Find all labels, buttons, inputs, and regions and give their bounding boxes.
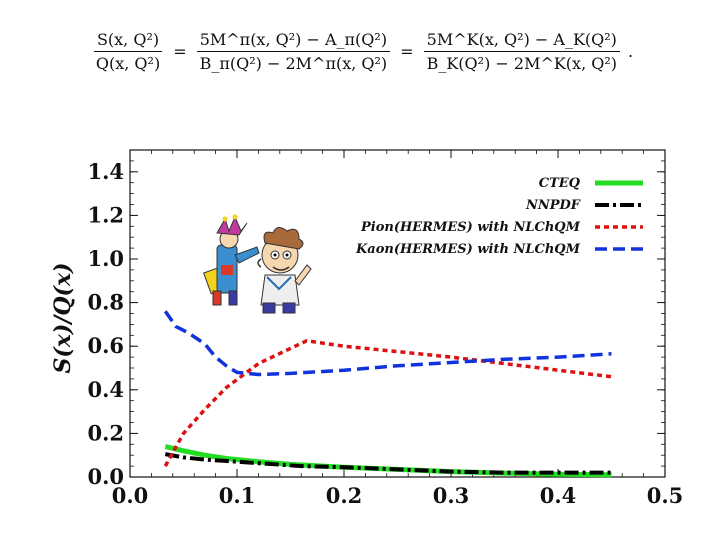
- series-layer: [163, 310, 612, 478]
- axis-ticks: 0.0 0.1 0.2 0.3 0.4 0.5 0.0 0.2 0.4 0.6 0.8 1.0 1.2 1…: [87, 149, 684, 508]
- x-tick-label: 0.1: [219, 483, 256, 508]
- series-line-0: [164, 444, 612, 478]
- x-tick-label: 0.5: [647, 483, 684, 508]
- x-tick-label: 0.4: [540, 483, 577, 508]
- formula-equals-2: =: [400, 42, 414, 61]
- y-tick-label: 0.0: [87, 464, 124, 489]
- formula-kaon-numerator: 5M^K(x, Q²) − A_K(Q²): [423, 30, 620, 52]
- legend-label: NNPDF: [525, 198, 581, 213]
- plot-frame: [129, 149, 666, 478]
- formula-period: .: [628, 42, 634, 61]
- x-tick-label: 0.0: [112, 483, 149, 508]
- formula-equals-1: =: [173, 42, 187, 61]
- formula: S(x, Q²) Q(x, Q²) = 5M^π(x, Q²) − A_π(Q²…: [0, 30, 720, 73]
- formula-pion-fraction: 5M^π(x, Q²) − A_π(Q²) B_π(Q²) − 2M^π(x, …: [196, 30, 391, 73]
- legend-label: CTEQ: [539, 176, 581, 191]
- y-tick-label: 0.2: [87, 420, 124, 445]
- formula-lhs-fraction: S(x, Q²) Q(x, Q²): [93, 30, 163, 73]
- y-tick-label: 1.0: [87, 246, 124, 271]
- formula-pion-denominator: B_π(Q²) − 2M^π(x, Q²): [199, 54, 388, 73]
- y-tick-label: 0.8: [87, 290, 124, 315]
- plot-border: [129, 149, 666, 478]
- y-tick-label: 1.2: [87, 202, 124, 227]
- legend-label: Pion(HERMES) with NLChQM: [360, 220, 581, 235]
- y-axis-label: S(x)/Q(x): [50, 263, 76, 374]
- legend-label: Kaon(HERMES) with NLChQM: [355, 242, 581, 257]
- x-tick-label: 0.3: [433, 483, 470, 508]
- formula-kaon-fraction: 5M^K(x, Q²) − A_K(Q²) B_K(Q²) − 2M^K(x, …: [423, 30, 620, 73]
- series-line-2: [163, 339, 612, 467]
- formula-pion-numerator: 5M^π(x, Q²) − A_π(Q²): [196, 30, 391, 52]
- y-tick-label: 0.4: [87, 377, 124, 402]
- cartoon-scientists-illustration: [203, 214, 312, 314]
- formula-lhs-numerator: S(x, Q²): [93, 30, 163, 52]
- x-tick-label: 0.2: [326, 483, 363, 508]
- y-tick-label: 1.4: [87, 159, 124, 184]
- legend: CTEQ NNPDF Pion(HERMES) with NLChQM Kaon(HE…: [355, 176, 643, 257]
- series-line-3: [163, 310, 612, 377]
- formula-lhs-denominator: Q(x, Q²): [95, 54, 161, 73]
- series-line-1: [164, 452, 612, 475]
- formula-kaon-denominator: B_K(Q²) − 2M^K(x, Q²): [426, 54, 618, 73]
- y-tick-label: 0.6: [87, 333, 124, 358]
